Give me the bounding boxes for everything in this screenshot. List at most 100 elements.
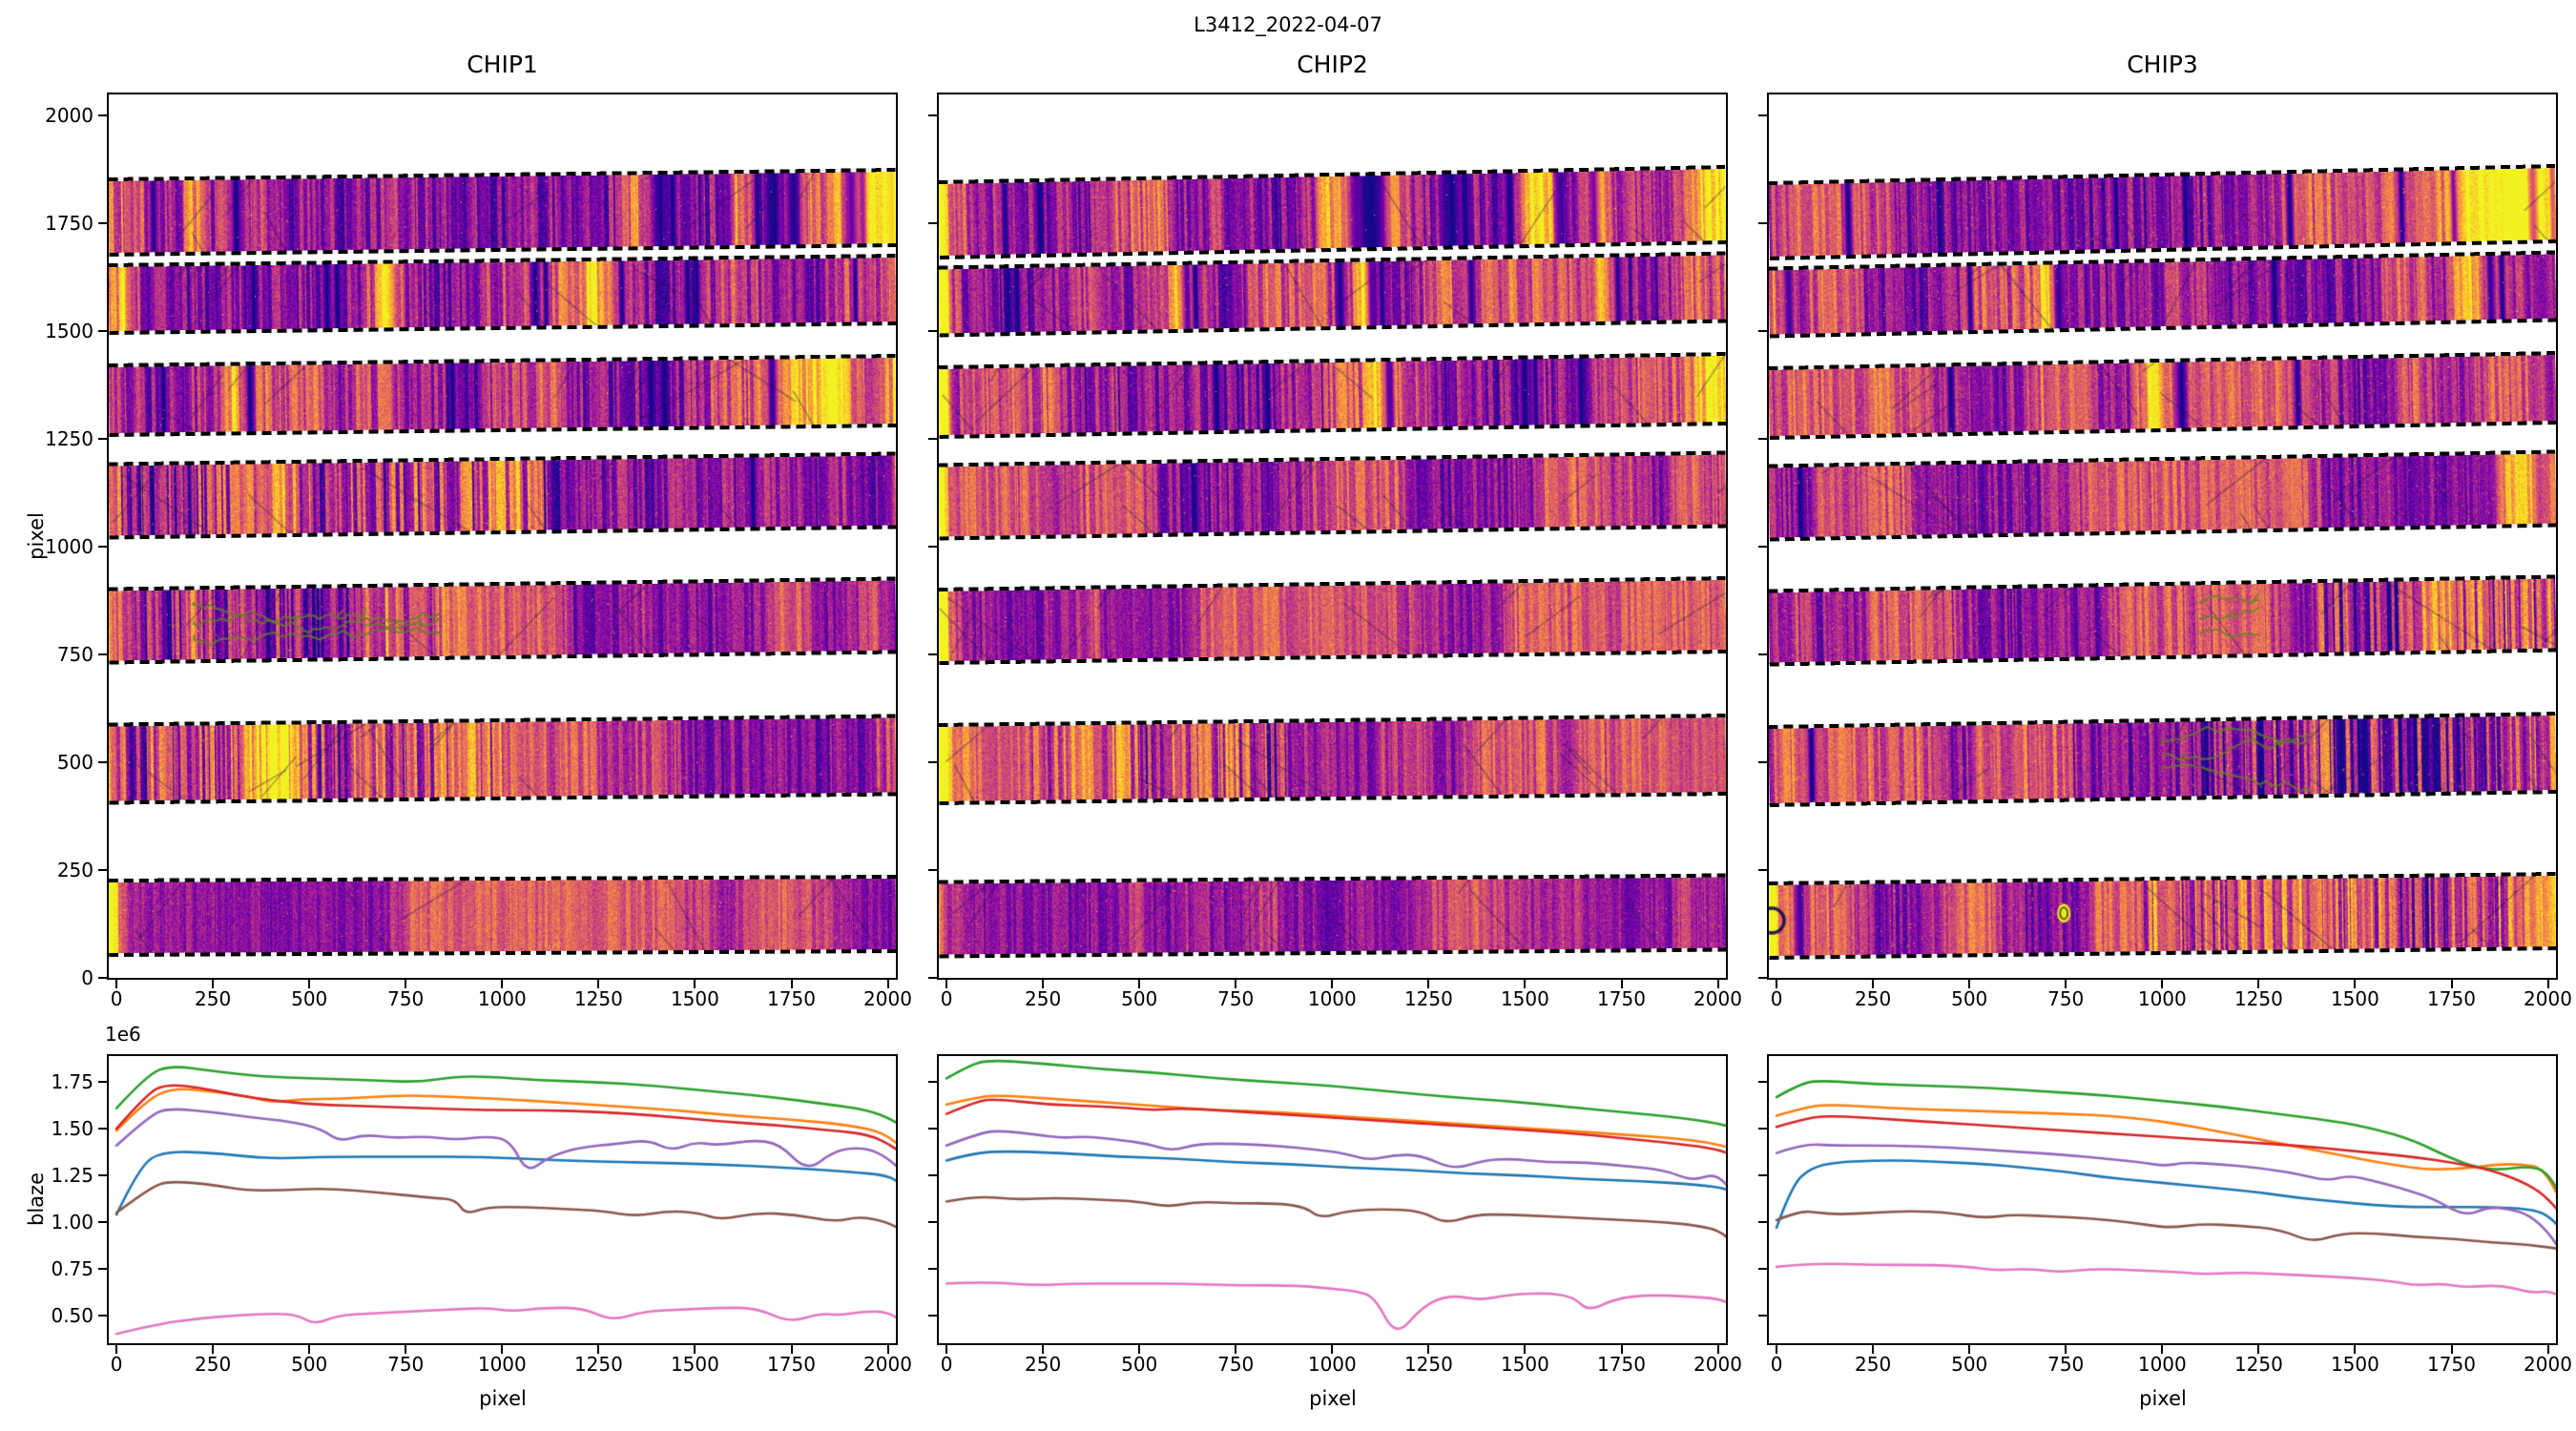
order-strip <box>109 167 896 257</box>
y-tick-label: 1.00 <box>51 1211 93 1234</box>
image-panel-chip3: CHIP3 0 250 500 750 1000 1250 1500 1750 2000 <box>1758 51 2572 1008</box>
x-tick-label: 1000 <box>1307 987 1357 1010</box>
x-tick-label: 1250 <box>1403 1353 1453 1376</box>
y-tick <box>98 977 107 979</box>
y-tick <box>928 114 937 116</box>
x-tick-label: 1000 <box>2137 1353 2187 1376</box>
x-tick-label: 2000 <box>1693 1353 1742 1376</box>
y-tick-label: 750 <box>56 642 93 666</box>
x-tick <box>1138 1345 1141 1354</box>
y-tick <box>98 437 107 440</box>
y-tick <box>1758 329 1767 332</box>
order-strip-image <box>109 715 896 804</box>
image-panel-chip1: CHIP1 0 250 500 750 1000 1250 1500 1750 2000 0 250 5… <box>45 51 912 1008</box>
x-tick-label: 0 <box>110 1353 123 1376</box>
x-tick-label: 0 <box>1770 1353 1783 1376</box>
x-tick-label: 1750 <box>2427 1353 2476 1376</box>
y-tick <box>98 114 107 116</box>
x-tick <box>2065 1345 2067 1354</box>
y-tick <box>1758 437 1767 440</box>
y-tick <box>1758 1314 1767 1317</box>
y-tick <box>1758 760 1767 763</box>
x-tick <box>1331 1345 1334 1354</box>
blaze-panel-chip1: 0.50 0.75 1.00 1.25 1.50 1.75 0 250 500 750 1000 12… <box>51 1054 912 1410</box>
x-tick-label: 750 <box>2047 1353 2085 1376</box>
x-tick-label: 500 <box>291 987 328 1010</box>
y-tick-label: 250 <box>56 859 93 881</box>
y-tick <box>928 1128 937 1130</box>
y-tick <box>1758 977 1767 979</box>
x-tick-label: 1000 <box>477 1353 527 1376</box>
image-panel-clip <box>109 94 896 978</box>
x-tick <box>501 1345 504 1354</box>
order-strip <box>1769 574 2556 667</box>
x-tick-label: 0 <box>940 1353 953 1376</box>
x-tick <box>115 980 118 988</box>
x-tick <box>1524 980 1527 988</box>
x-tick <box>2257 980 2260 988</box>
y-tick-label: 1750 <box>45 211 93 235</box>
blaze-panel-clip <box>1769 1056 2556 1343</box>
y-tick <box>98 221 107 224</box>
x-tick-label: 1750 <box>1597 1353 1646 1376</box>
x-tick-label: 500 <box>1951 1353 1988 1376</box>
x-tick-label: 1750 <box>767 1353 816 1376</box>
y-tick <box>98 869 107 871</box>
x-tick <box>2450 1345 2453 1354</box>
x-tick-label: 1750 <box>767 987 816 1010</box>
x-tick-label: 1750 <box>2427 987 2476 1010</box>
x-tick-label: 500 <box>1121 987 1158 1010</box>
y-tick-label: 0.50 <box>51 1303 93 1327</box>
y-tick <box>1758 1174 1767 1177</box>
x-tick <box>1138 980 1141 988</box>
x-tick-label: 250 <box>1025 987 1062 1010</box>
order-strip <box>109 576 896 665</box>
y-tick <box>1758 1221 1767 1223</box>
x-tick-label: 0 <box>110 987 123 1010</box>
y-tick <box>928 545 937 548</box>
x-tick <box>886 980 889 988</box>
order-strip-image <box>109 168 896 256</box>
order-strip <box>1769 449 2556 542</box>
y-tick <box>1758 1267 1767 1270</box>
x-tick-label: 1000 <box>477 987 527 1010</box>
x-tick-label: 1500 <box>670 987 719 1010</box>
x-tick <box>1872 1345 1875 1354</box>
x-tick <box>1620 1345 1623 1354</box>
y-tick-label: 1500 <box>45 319 93 342</box>
y-tick <box>928 1174 937 1177</box>
blaze-curves-canvas <box>109 1056 896 1343</box>
order-strip <box>939 450 1726 541</box>
x-tick <box>1235 1345 1237 1354</box>
image-panel-clip <box>939 94 1726 978</box>
x-tick-label: 1000 <box>1307 1353 1357 1376</box>
x-tick <box>1042 1345 1045 1354</box>
x-tick-label: 750 <box>1217 987 1255 1010</box>
x-tick-label: 2000 <box>1693 987 1742 1010</box>
x-tick-label: 1500 <box>2330 1353 2379 1376</box>
blaze-xlabel: pixel <box>2139 1387 2187 1410</box>
x-tick-label: 2000 <box>2524 1353 2572 1376</box>
x-tick-label: 1250 <box>1403 987 1453 1010</box>
y-tick <box>928 653 937 655</box>
blaze-panel-chip2: 0 250 500 750 1000 1250 1500 1750 2000 pixel <box>928 1054 1742 1410</box>
y-tick <box>98 1267 107 1270</box>
x-tick-label: 250 <box>1855 1353 1892 1376</box>
y-tick <box>928 437 937 440</box>
x-tick-label: 750 <box>387 987 425 1010</box>
y-tick <box>928 1081 937 1084</box>
y-tick <box>98 1314 107 1317</box>
x-tick <box>308 1345 311 1354</box>
y-tick <box>1758 869 1767 871</box>
x-tick <box>2546 1345 2549 1354</box>
y-tick <box>928 329 937 332</box>
x-tick <box>1620 980 1623 988</box>
order-strip <box>109 353 896 437</box>
blaze-panel-chip3: 0 250 500 750 1000 1250 1500 1750 2000 pixel <box>1758 1054 2572 1410</box>
y-tick <box>928 221 937 224</box>
x-tick <box>1872 980 1875 988</box>
x-tick <box>2354 980 2357 988</box>
x-tick <box>1427 1345 1430 1354</box>
x-tick <box>1776 980 1778 988</box>
y-tick <box>928 1267 937 1270</box>
